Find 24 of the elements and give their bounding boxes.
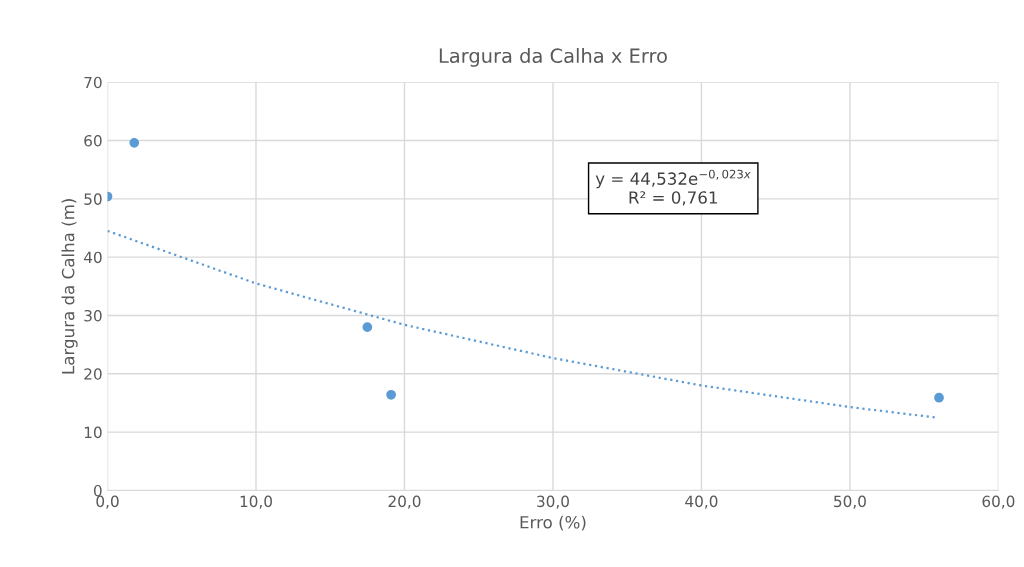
x-tick-label: 0,0 (96, 495, 119, 509)
line-series (107, 229, 938, 419)
x-tick-label: 50,0 (834, 495, 866, 509)
chart-title: Largura da Calha x Erro (439, 48, 667, 67)
y-tick-label: 60 (84, 135, 102, 147)
point (386, 389, 396, 400)
x-tick-label: 20,0 (388, 495, 421, 509)
x-tick-label: 60,0 (982, 495, 1015, 509)
point (362, 322, 373, 333)
point (934, 392, 944, 403)
y-tick-label: 20 (84, 368, 102, 380)
y-tick-label: 0 (93, 484, 102, 497)
x-axis-title: Erro (%) (520, 515, 586, 531)
y-tick-label: 10 (84, 426, 102, 439)
x-tick-label: 30,0 (537, 495, 569, 509)
y-tick-label: 50 (84, 193, 102, 205)
y-tick-label: 40 (83, 251, 102, 264)
x-tick-label: 10,0 (240, 495, 272, 509)
y-tick-label: 30 (84, 309, 102, 322)
annotation: y = 44,532e$^{−0,023x}$ R² = 0,761 (595, 169, 751, 206)
x-tick-label: 40,0 (685, 495, 718, 509)
point (129, 138, 140, 148)
y-tick-label: 70 (84, 76, 102, 89)
y-axis-title: Largura da Calha (m) (61, 199, 78, 374)
